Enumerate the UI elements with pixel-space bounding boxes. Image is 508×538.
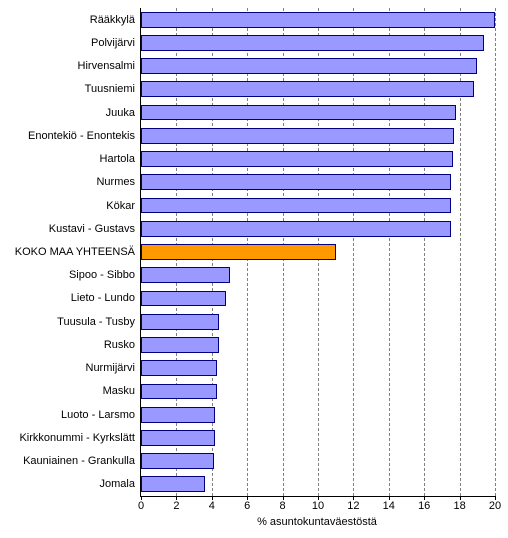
x-tick-label: 12 bbox=[347, 500, 359, 512]
category-label: Juuka bbox=[106, 107, 135, 119]
category-label: Jomala bbox=[100, 478, 135, 490]
category-label: Hartola bbox=[100, 153, 135, 165]
bar bbox=[141, 105, 456, 121]
category-label: Kökar bbox=[106, 200, 135, 212]
x-tick-label: 0 bbox=[138, 500, 144, 512]
x-tick-label: 14 bbox=[383, 500, 395, 512]
bar bbox=[141, 407, 215, 423]
x-tick-label: 6 bbox=[244, 500, 250, 512]
bar bbox=[141, 128, 454, 144]
bar bbox=[141, 58, 477, 74]
x-tick-label: 16 bbox=[418, 500, 430, 512]
bar bbox=[141, 12, 495, 28]
bar bbox=[141, 430, 215, 446]
category-label: Kustavi - Gustavs bbox=[49, 223, 135, 235]
category-label: Nurmijärvi bbox=[86, 362, 136, 374]
bar bbox=[141, 244, 336, 260]
bar-chart: 0 2 4 6 8 10 12 14 16 18 20 Rääkkylä Polvijärvi Hirve… bbox=[0, 0, 508, 538]
bar bbox=[141, 476, 205, 492]
category-label: Rusko bbox=[104, 339, 135, 351]
x-tick-label: 20 bbox=[489, 500, 501, 512]
bar bbox=[141, 291, 226, 307]
bar bbox=[141, 360, 217, 376]
category-label: Luoto - Larsmo bbox=[61, 409, 135, 421]
bar bbox=[141, 267, 230, 283]
x-tick-label: 8 bbox=[280, 500, 286, 512]
category-label: Polvijärvi bbox=[91, 37, 135, 49]
bar bbox=[141, 221, 451, 237]
bar bbox=[141, 453, 214, 469]
gridline bbox=[495, 8, 496, 496]
x-tick-label: 18 bbox=[453, 500, 465, 512]
category-label: Hirvensalmi bbox=[78, 60, 135, 72]
category-label: KOKO MAA YHTEENSÄ bbox=[15, 246, 135, 258]
bar bbox=[141, 384, 217, 400]
x-axis-title: % asuntokuntaväestöstä bbox=[257, 516, 377, 528]
category-label: Lieto - Lundo bbox=[71, 292, 135, 304]
category-label: Tuusniemi bbox=[85, 83, 135, 95]
bar bbox=[141, 198, 451, 214]
category-label: Rääkkylä bbox=[90, 14, 135, 26]
bar bbox=[141, 81, 474, 97]
x-tick-label: 10 bbox=[312, 500, 324, 512]
plot-area: 02468101214161820RääkkyläPolvijärviHirve… bbox=[140, 8, 495, 497]
bar bbox=[141, 35, 484, 51]
x-tick-label: 4 bbox=[209, 500, 215, 512]
bar bbox=[141, 174, 451, 190]
category-label: Sipoo - Sibbo bbox=[69, 269, 135, 281]
category-label: Nurmes bbox=[96, 176, 135, 188]
category-label: Kauniainen - Grankulla bbox=[23, 455, 135, 467]
bar bbox=[141, 151, 453, 167]
category-label: Masku bbox=[103, 385, 135, 397]
category-label: Tuusula - Tusby bbox=[57, 316, 135, 328]
category-label: Kirkkonummi - Kyrkslätt bbox=[19, 432, 135, 444]
category-label: Enontekiö - Enontekis bbox=[28, 130, 135, 142]
x-tick-label: 2 bbox=[173, 500, 179, 512]
bar bbox=[141, 314, 219, 330]
bar bbox=[141, 337, 219, 353]
